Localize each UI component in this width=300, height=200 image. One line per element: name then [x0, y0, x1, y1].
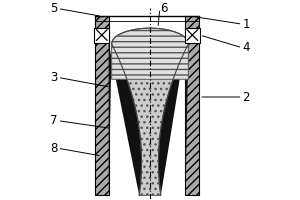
Bar	[185, 28, 200, 43]
Text: 6: 6	[160, 2, 167, 15]
Text: 4: 4	[242, 41, 250, 54]
Text: 1: 1	[242, 18, 250, 31]
Text: 2: 2	[242, 91, 250, 104]
Polygon shape	[112, 28, 188, 79]
Polygon shape	[112, 44, 188, 195]
Text: 8: 8	[50, 142, 58, 155]
Polygon shape	[109, 44, 142, 195]
Bar	[94, 28, 109, 43]
Bar	[95, 16, 109, 195]
Text: 3: 3	[50, 71, 58, 84]
Bar	[109, 16, 185, 195]
Text: 5: 5	[50, 2, 58, 15]
Text: 7: 7	[50, 114, 58, 127]
Polygon shape	[158, 44, 188, 195]
Bar	[185, 16, 199, 195]
